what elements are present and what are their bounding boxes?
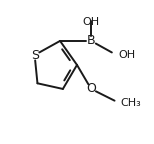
Text: OH: OH <box>83 17 100 27</box>
Text: OH: OH <box>118 50 135 60</box>
Text: S: S <box>31 49 39 61</box>
Text: B: B <box>87 34 95 47</box>
Text: O: O <box>86 83 96 95</box>
Text: CH₃: CH₃ <box>121 98 142 108</box>
